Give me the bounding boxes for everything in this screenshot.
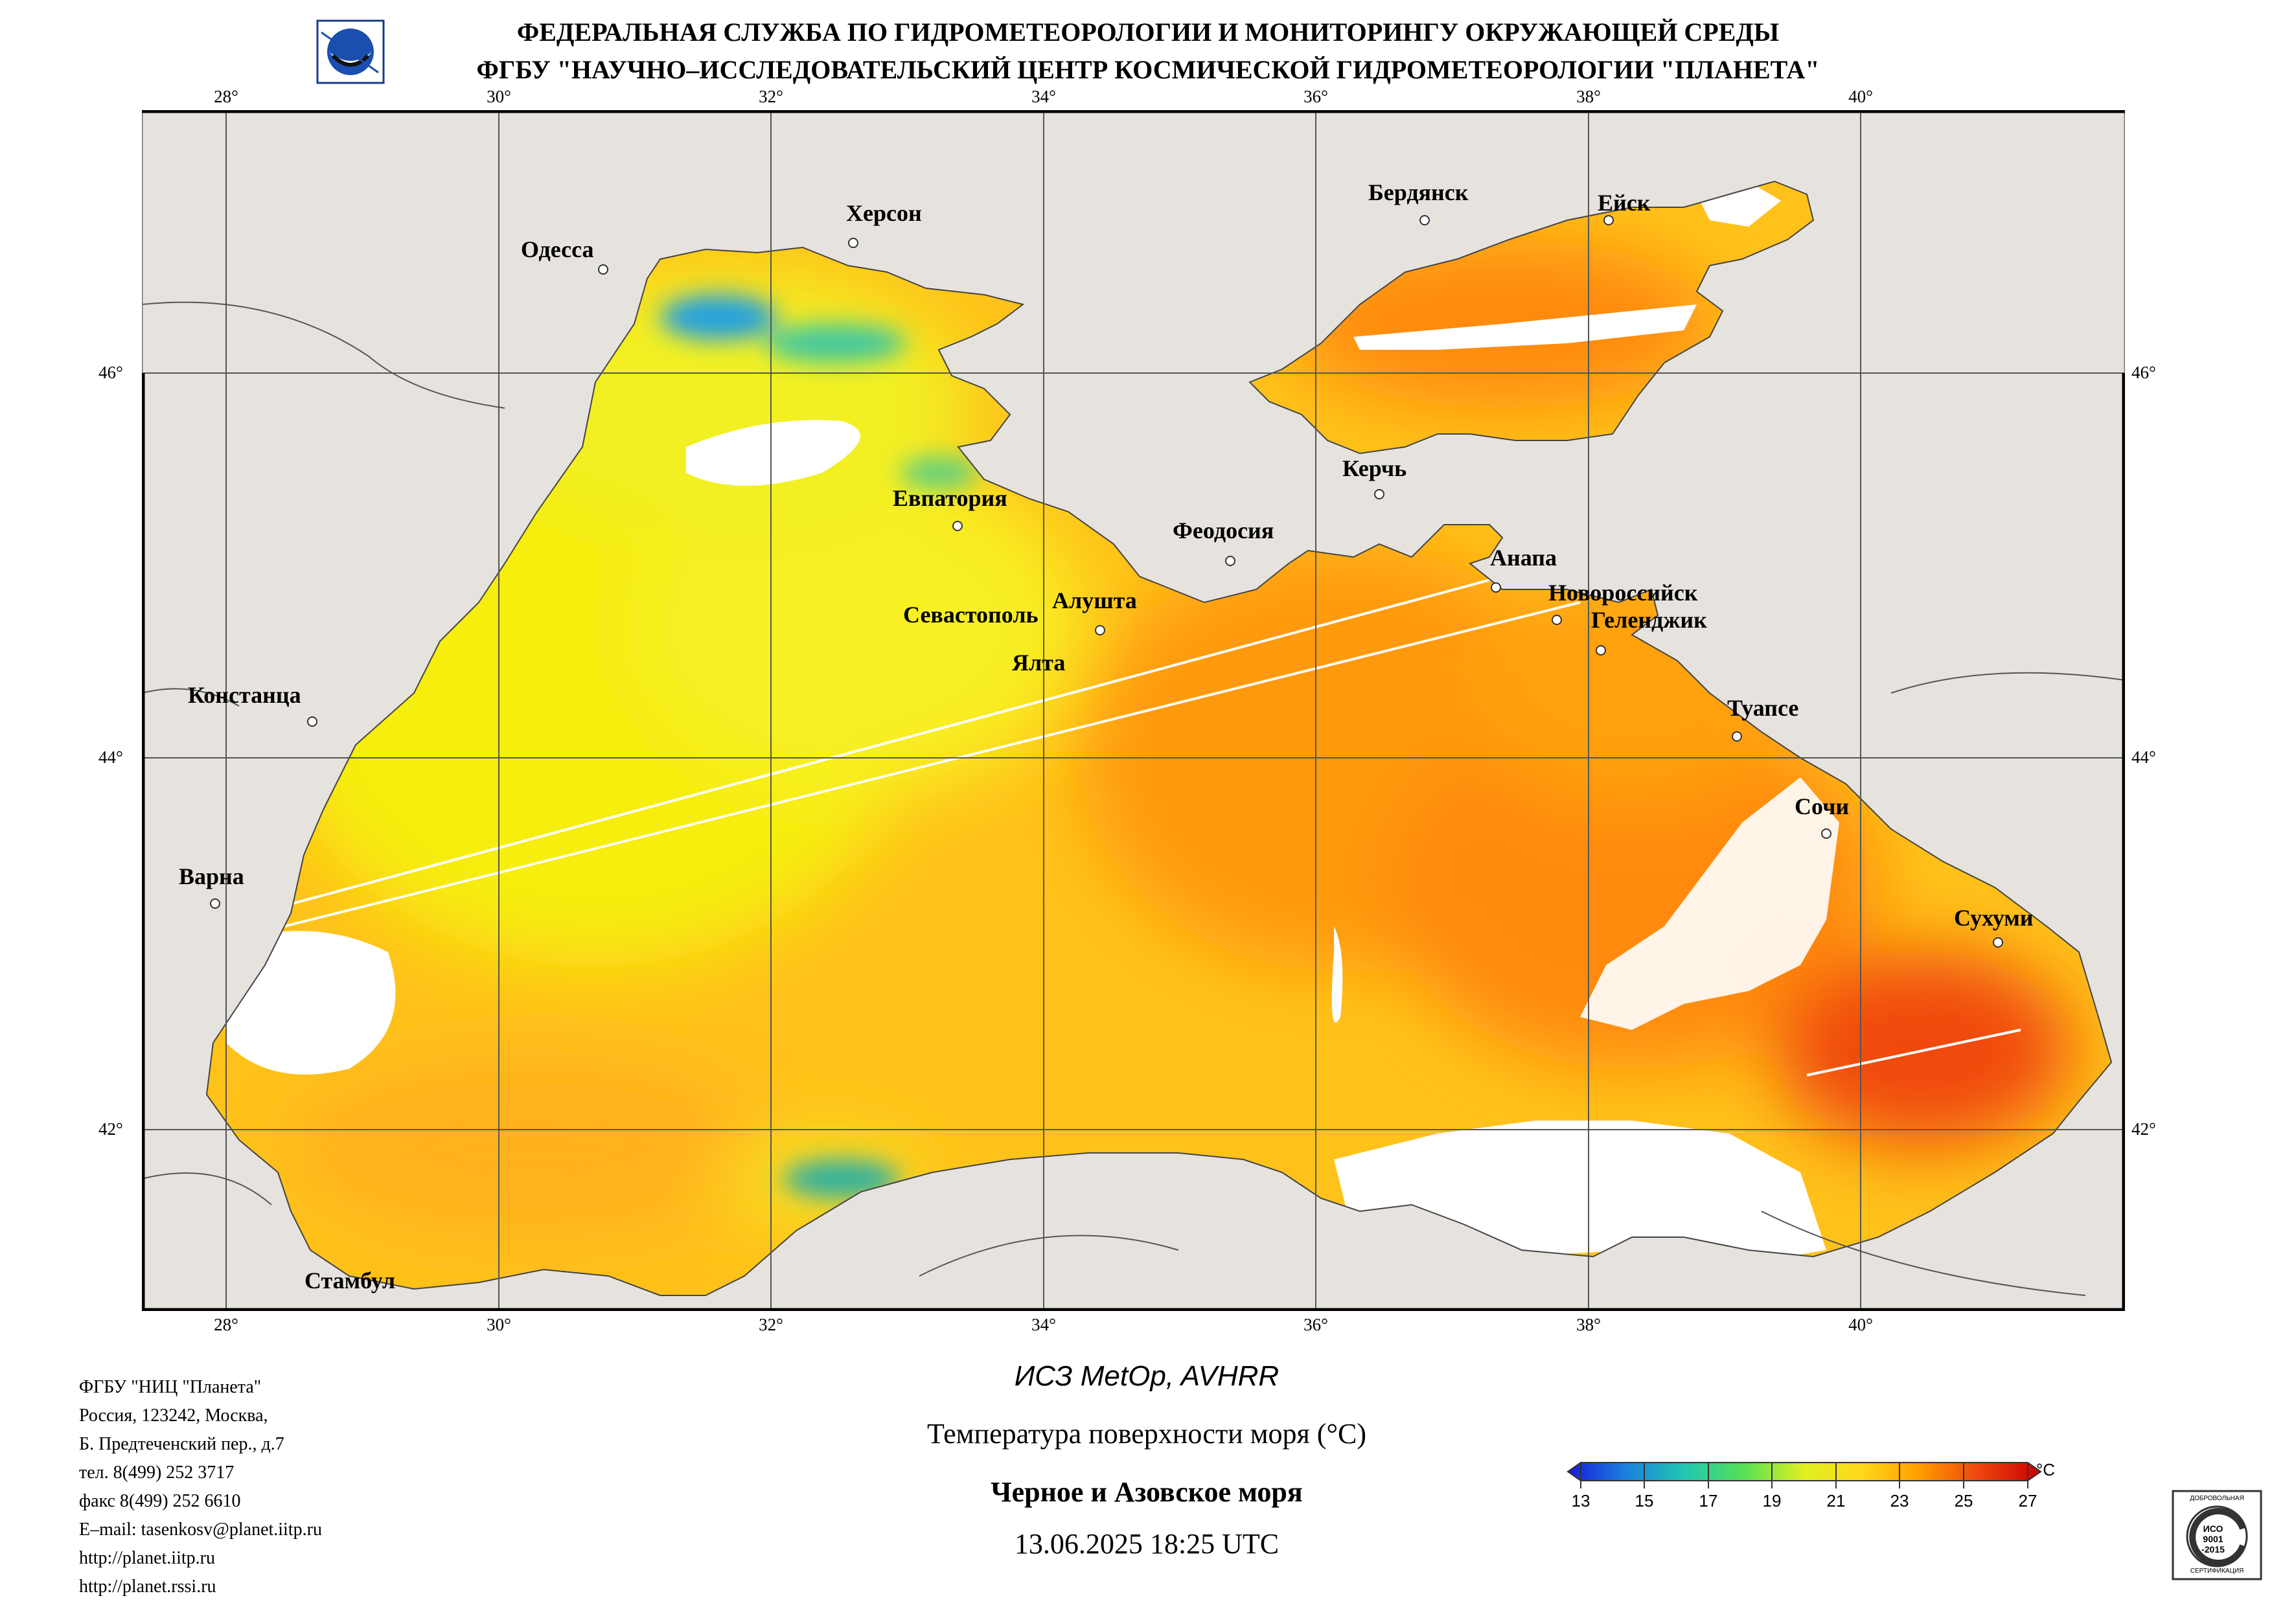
lon-label: 40° [1848,87,1873,106]
colorbar-tick: 25 [1954,1491,1973,1510]
lon-label: 32° [759,1315,783,1334]
lat-label: 42° [98,1119,123,1139]
colorbar-tick: 27 [2018,1491,2038,1510]
parameter-title: Температура поверхности моря (°C) [926,1418,1367,1450]
lon-label: 38° [1576,1315,1601,1334]
lat-label: 42° [2131,1119,2156,1139]
city-label-odessa: Одесса [521,236,594,262]
org-address-1: Россия, 123242, Москва, [79,1406,268,1426]
colorbar-unit: °C [2036,1460,2055,1479]
city-label-varna: Варна [179,863,244,889]
city-label-yeysk: Ейск [1598,190,1651,216]
iso-bottom-text: СЕРТИФИКАЦИЯ [2190,1567,2244,1575]
city-label-sochi: Сочи [1795,793,1850,819]
lon-label: 36° [1303,87,1328,106]
colorbar-tick: 13 [1571,1491,1590,1510]
planeta-logo [316,19,385,84]
temperature-colorbar: 13 15 17 19 21 23 25 27 °C [1561,1456,2055,1534]
org-website-2[interactable]: http://planet.rssi.ru [79,1577,216,1597]
lon-label: 40° [1848,1315,1873,1334]
iso-top-text: ДОБРОВОЛЬНАЯ [2190,1495,2244,1502]
lon-label: 34° [1031,1315,1056,1334]
iso-certification-badge: ДОБРОВОЛЬНАЯ ИСО 9001 -2015 СЕРТИФИКАЦИЯ [2172,1490,2262,1580]
org-phone: тел. 8(499) 252 3717 [79,1463,235,1483]
city-label-berdyansk: Бердянск [1368,179,1469,205]
datetime: 13.06.2025 18:25 UTC [1014,1528,1280,1560]
header-line-2: ФГБУ "НАУЧНО–ИССЛЕДОВАТЕЛЬСКИЙ ЦЕНТР КОС… [476,55,1820,84]
colorbar-tick: 15 [1635,1491,1654,1510]
city-label-sukhumi: Сухуми [1954,905,2034,931]
colorbar-tick: 23 [1890,1491,1909,1510]
header-line-1: ФЕДЕРАЛЬНАЯ СЛУЖБА ПО ГИДРОМЕТЕОРОЛОГИИ … [516,17,1780,47]
iso-center-text: ИСО 9001 -2015 [2201,1523,2225,1555]
city-label-kherson: Херсон [846,200,922,226]
satellite-title: ИСЗ MetOp, AVHRR [1014,1360,1280,1392]
city-label-sevastopol: Севастополь [903,602,1039,628]
lat-label: 44° [2131,747,2156,767]
lon-label: 30° [487,1315,511,1334]
city-label-yalta: Ялта [1012,650,1066,676]
colorbar-tick: 21 [1826,1491,1846,1510]
org-website-1[interactable]: http://planet.iitp.ru [79,1548,215,1568]
lon-label: 28° [214,87,238,106]
lat-label: 46° [2131,363,2156,382]
lon-label: 28° [214,1315,238,1334]
city-label-novorossiysk: Новороссийск [1548,580,1698,606]
org-address-2: Б. Предтеченский пер., д.7 [79,1434,284,1454]
city-label-evpatoria: Евпатория [893,485,1007,511]
sst-map [141,109,2126,1312]
city-label-tuapse: Туапсе [1727,695,1799,721]
lon-label: 34° [1031,87,1056,106]
lon-label: 38° [1576,87,1601,106]
city-label-feodosia: Феодосия [1173,518,1274,543]
lon-label: 36° [1303,1315,1328,1334]
lat-label: 44° [98,747,123,767]
city-label-anapa: Анапа [1490,545,1557,571]
city-label-alushta: Алушта [1052,587,1137,613]
lon-label: 30° [487,87,511,106]
city-label-kerch: Керчь [1342,455,1407,481]
city-label-istanbul: Стамбул [304,1268,396,1294]
city-label-gelendzhik: Геленджик [1591,607,1707,633]
org-name: ФГБУ "НИЦ "Планета" [79,1377,262,1397]
region-title: Черное и Азовское моря [991,1476,1303,1508]
org-email[interactable]: E–mail: tasenkosv@planet.iitp.ru [79,1520,322,1540]
org-fax: факс 8(499) 252 6610 [79,1491,241,1511]
lat-label: 46° [98,363,123,382]
lon-label: 32° [759,87,783,106]
colorbar-tick: 19 [1762,1491,1782,1510]
city-label-constanta: Констанца [188,682,301,708]
colorbar-tick: 17 [1699,1491,1718,1510]
org-info: ФГБУ "НИЦ "Планета" Россия, 123242, Моск… [79,1373,322,1601]
